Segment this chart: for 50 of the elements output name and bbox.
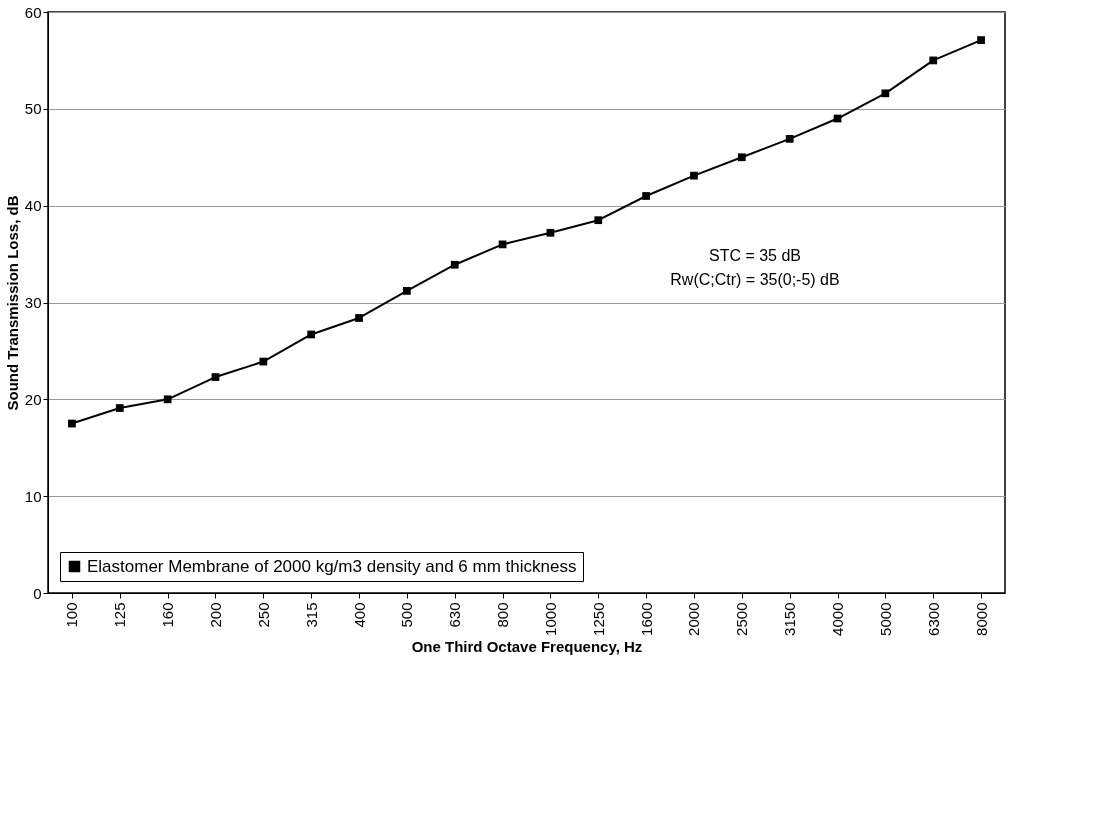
point bbox=[642, 192, 650, 200]
point bbox=[115, 404, 124, 412]
y-tick-label: 0 bbox=[33, 584, 42, 602]
point bbox=[163, 395, 172, 404]
point bbox=[785, 134, 794, 143]
x-tick-label: 2500 bbox=[733, 602, 751, 636]
point bbox=[307, 330, 316, 339]
x-tick-label: 400 bbox=[350, 602, 368, 628]
point bbox=[403, 287, 411, 295]
legend-label: Elastomer Membrane of 2000 kg/m3 density and 6 mm thickness bbox=[87, 556, 577, 576]
point bbox=[690, 171, 698, 180]
x-tick-label: 1250 bbox=[589, 602, 607, 636]
point bbox=[594, 216, 603, 225]
y-tick-label: 40 bbox=[24, 197, 42, 215]
x-tick-label: 630 bbox=[446, 602, 464, 628]
x-tick-label: 250 bbox=[254, 602, 272, 628]
x-tick-label: 125 bbox=[111, 602, 129, 628]
x-tick-label: 100 bbox=[63, 602, 81, 628]
x-tick-label: 800 bbox=[494, 602, 512, 628]
point bbox=[929, 56, 938, 65]
x-tick-label: 500 bbox=[398, 602, 416, 628]
y-tick-label: 60 bbox=[24, 3, 42, 21]
x-tick-label: 200 bbox=[206, 602, 224, 628]
x-tick-label: 1000 bbox=[541, 602, 559, 636]
x-tick-label: 4000 bbox=[829, 602, 847, 636]
x-tick-label: 160 bbox=[159, 602, 177, 628]
point bbox=[211, 373, 220, 381]
x-tick-label: 315 bbox=[302, 602, 320, 628]
y-tick-label: 50 bbox=[24, 100, 42, 118]
annotation: STC = 35 dB bbox=[708, 247, 802, 265]
x-tick-label: 8000 bbox=[972, 602, 990, 636]
point bbox=[546, 228, 555, 237]
x-tick-label: 5000 bbox=[876, 602, 894, 636]
point bbox=[259, 357, 268, 366]
y-tick-label: 20 bbox=[24, 390, 42, 408]
y-tick-label: 10 bbox=[24, 487, 42, 505]
x-tick-label: 1600 bbox=[637, 602, 655, 636]
y-axis-title: Sound Transmission Loss, dB bbox=[3, 195, 21, 411]
x-tick-label: 6300 bbox=[924, 602, 942, 636]
x-tick-label: 2000 bbox=[685, 602, 703, 636]
point bbox=[881, 89, 890, 98]
x-tick-label: 3150 bbox=[781, 602, 799, 636]
y-tick-label: 30 bbox=[24, 294, 42, 311]
annotation: Rw(C;Ctr) = 35(0;-5) dB bbox=[670, 271, 840, 289]
x-axis-title: One Third Octave Frequency, Hz bbox=[411, 637, 643, 655]
point bbox=[737, 153, 746, 162]
point bbox=[355, 314, 363, 322]
point bbox=[68, 419, 76, 428]
point bbox=[977, 36, 985, 44]
point bbox=[450, 260, 459, 269]
